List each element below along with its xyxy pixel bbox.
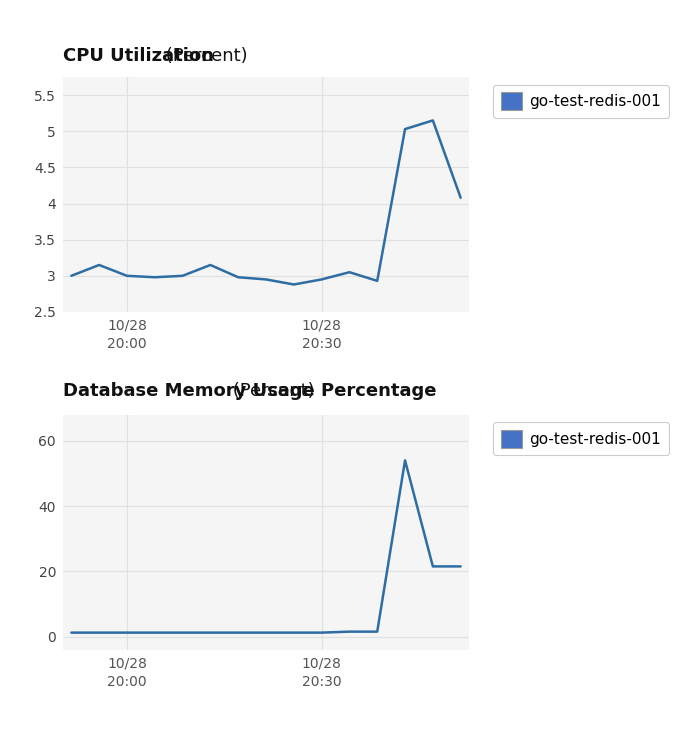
Legend: go-test-redis-001: go-test-redis-001 bbox=[493, 84, 669, 117]
Text: CPU Utilization: CPU Utilization bbox=[63, 46, 214, 65]
Legend: go-test-redis-001: go-test-redis-001 bbox=[493, 422, 669, 455]
Text: Database Memory Usage Percentage: Database Memory Usage Percentage bbox=[63, 382, 437, 400]
Text: (Percent): (Percent) bbox=[160, 46, 247, 65]
Text: (Percent): (Percent) bbox=[227, 382, 314, 400]
